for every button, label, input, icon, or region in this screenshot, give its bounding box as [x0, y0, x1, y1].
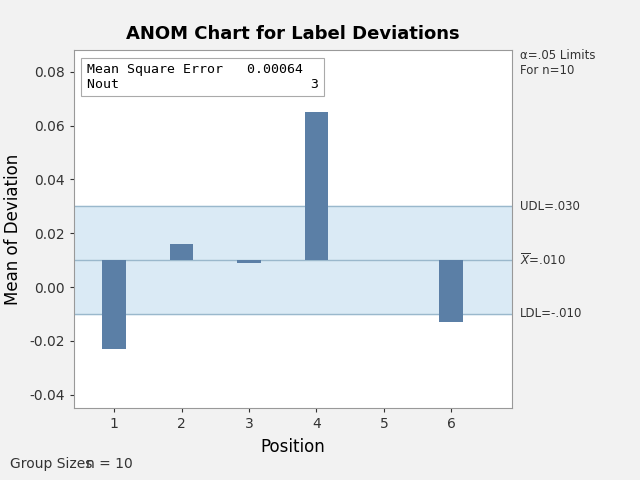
Y-axis label: Mean of Deviation: Mean of Deviation — [4, 154, 22, 305]
Bar — [305, 112, 328, 260]
Bar — [237, 260, 260, 263]
Text: n = 10: n = 10 — [86, 457, 133, 471]
Title: ANOM Chart for Label Deviations: ANOM Chart for Label Deviations — [126, 25, 460, 43]
X-axis label: Position: Position — [260, 438, 325, 456]
Text: α=.05 Limits
For n=10: α=.05 Limits For n=10 — [520, 49, 595, 77]
Bar — [74, 206, 512, 314]
Text: LDL=-.010: LDL=-.010 — [520, 307, 582, 320]
Text: $\overline{X}$=.010: $\overline{X}$=.010 — [520, 252, 565, 268]
Bar — [170, 244, 193, 260]
Text: UDL=.030: UDL=.030 — [520, 200, 580, 213]
Bar — [440, 260, 463, 322]
Text: Group Sizes: Group Sizes — [10, 457, 92, 471]
Bar — [102, 260, 126, 349]
Text: Mean Square Error   0.00064
Nout                        3: Mean Square Error 0.00064 Nout 3 — [87, 63, 319, 91]
